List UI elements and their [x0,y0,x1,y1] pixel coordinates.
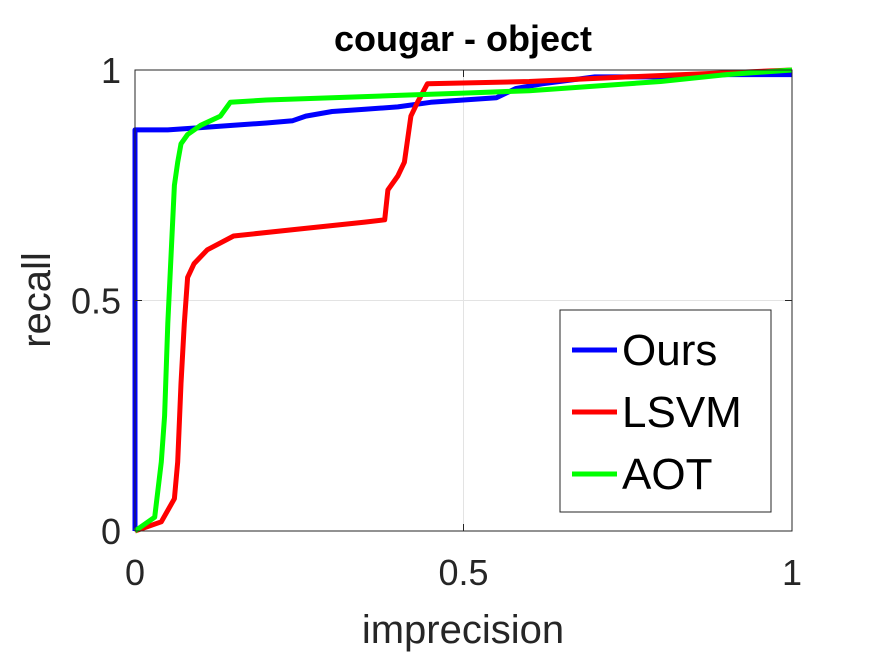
x-tick-label: 1 [782,552,802,593]
legend-label-aot: AOT [622,450,712,499]
legend-box [559,309,772,513]
y-tick-label: 0 [101,511,121,552]
y-tick-label: 0.5 [71,281,121,322]
y-tick-label: 1 [101,50,121,91]
legend: Ours LSVM AOT [559,309,772,513]
series-lines [132,67,793,534]
legend-label-lsvm: LSVM [622,388,742,437]
x-axis-label: imprecision [362,608,564,652]
x-tick-label: 0.5 [438,552,488,593]
legend-label-ours: Ours [622,326,717,375]
x-tick-label: 0 [125,552,145,593]
chart-title: cougar - object [334,18,592,59]
y-axis-label: recall [15,252,59,348]
axis-ticks: 0 0.5 1 0 0.5 1 [71,50,802,593]
series-line-aot [133,67,793,534]
